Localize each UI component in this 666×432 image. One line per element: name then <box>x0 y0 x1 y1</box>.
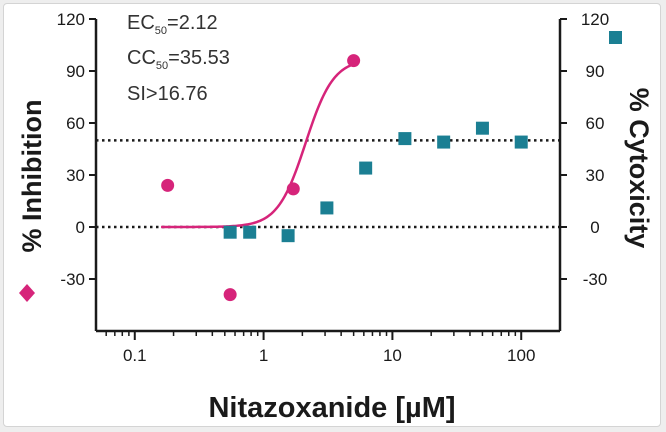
x-tick-label: 100 <box>507 346 535 365</box>
x-tick-label: 10 <box>383 346 402 365</box>
cytotoxicity-point <box>320 201 334 215</box>
inhibition-point <box>347 54 361 68</box>
ec50-prefix: EC <box>127 12 155 34</box>
legend-inhibition-marker <box>19 284 35 302</box>
y-right-tick-label: 30 <box>586 166 605 185</box>
si-annotation: SI>16.76 <box>127 83 208 105</box>
cc50-annotation: CC50=35.53 <box>127 47 230 72</box>
cytotoxicity-point <box>398 132 412 146</box>
ec50-subscript: 50 <box>155 25 167 37</box>
cytotoxicity-point <box>359 161 373 175</box>
inhibition-point <box>223 288 237 302</box>
y-left-tick-label: 90 <box>66 62 85 81</box>
fit-curve-group <box>161 62 355 229</box>
ec50-annotation: EC50=2.12 <box>127 12 218 37</box>
legend-markers <box>19 31 622 302</box>
y-right-tick-label: 60 <box>586 114 605 133</box>
cytotoxicity-point <box>223 225 237 239</box>
x-tick-label: 1 <box>259 346 268 365</box>
y-left-tick-label: 0 <box>76 218 85 237</box>
cytotoxicity-point <box>437 135 451 149</box>
y-left-tick-label: 60 <box>66 114 85 133</box>
cc50-prefix: CC <box>127 47 156 69</box>
cytotoxicity-point <box>281 229 295 243</box>
y-left-tick-label: 120 <box>57 10 85 29</box>
y-right-tick-label: 0 <box>590 218 599 237</box>
data-points <box>161 54 528 302</box>
cytotoxicity-point <box>243 225 257 239</box>
cytotoxicity-point <box>514 135 528 149</box>
ec50-value: =2.12 <box>167 12 218 34</box>
y-axis-left-title: % Inhibition <box>17 100 47 253</box>
y-axis-right-title: % Cytoxicity <box>624 88 654 249</box>
axes-group: -30 0 30 60 90 120 -30 0 30 60 90 120 0.1 1 10 100 <box>57 10 610 365</box>
y-right-tick-label: 120 <box>581 10 609 29</box>
x-axis-title: Nitazoxanide [µM] <box>208 392 455 424</box>
chart-frame: -30 0 30 60 90 120 -30 0 30 60 90 120 0.1 1 10 100 EC50… <box>3 3 661 427</box>
y-right-tick-label: -30 <box>583 270 608 289</box>
y-left-tick-label: -30 <box>60 270 85 289</box>
y-left-tick-label: 30 <box>66 166 85 185</box>
cc50-subscript: 50 <box>156 60 168 72</box>
legend-cytotoxicity-marker <box>609 31 622 44</box>
inhibition-point <box>161 178 175 192</box>
fit-curve <box>161 62 355 229</box>
inhibition-point <box>286 182 300 196</box>
x-tick-label: 0.1 <box>123 346 147 365</box>
y-right-tick-label: 90 <box>586 62 605 81</box>
cc50-value: =35.53 <box>168 47 230 69</box>
cytotoxicity-point <box>475 121 489 135</box>
